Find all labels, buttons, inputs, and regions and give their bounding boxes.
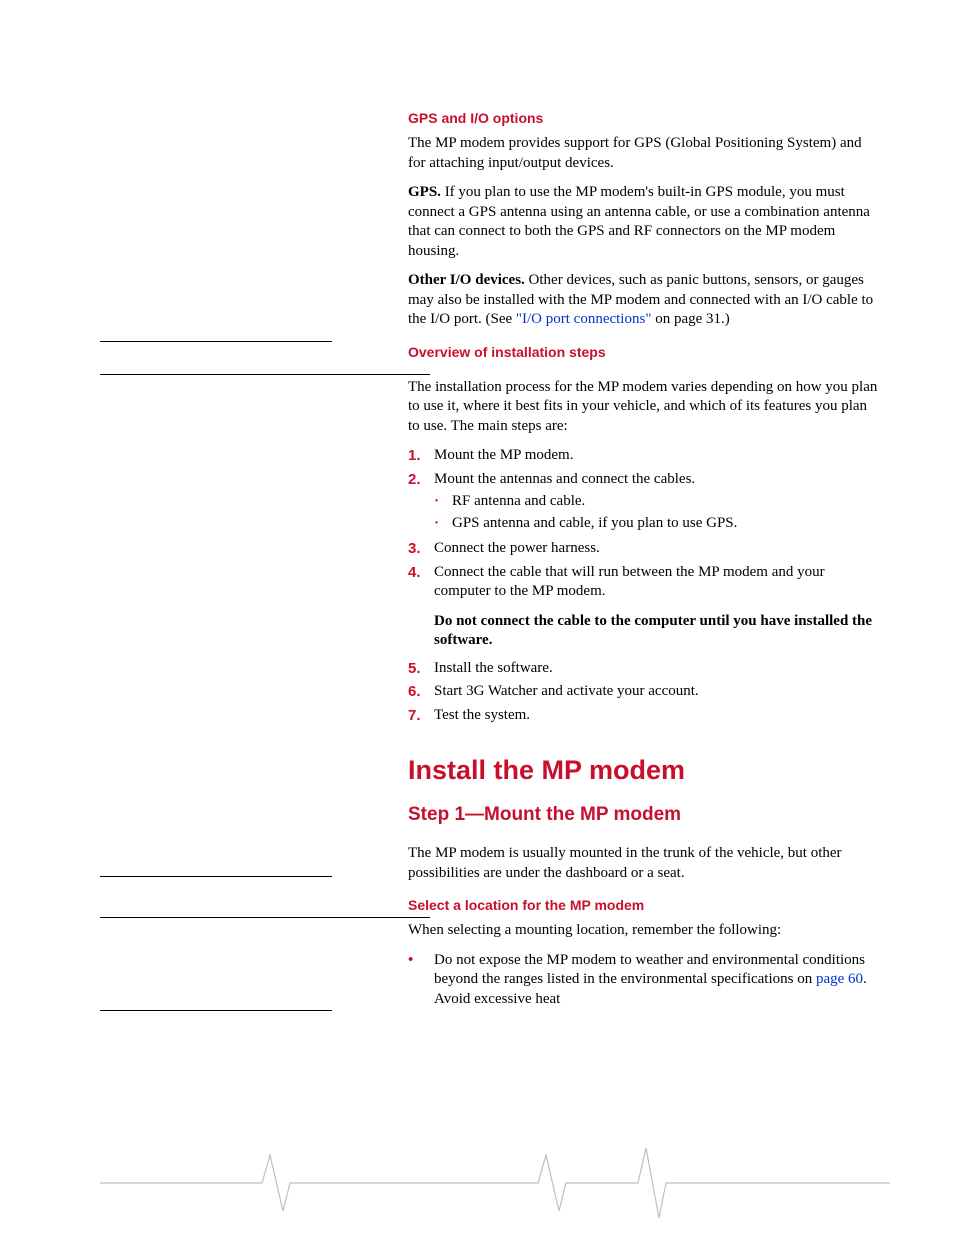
step-1: 1. Mount the MP modem. bbox=[408, 446, 880, 466]
bullet-text: Do not expose the MP modem to weather an… bbox=[434, 951, 880, 1010]
para-other-io: Other I/O devices. Other devices, such a… bbox=[408, 271, 880, 330]
step-5: 5. Install the software. bbox=[408, 659, 880, 679]
step-3: 3. Connect the power harness. bbox=[408, 539, 880, 559]
step-4: 4. Connect the cable that will run betwe… bbox=[408, 563, 880, 602]
step-text: Mount the MP modem. bbox=[434, 446, 880, 466]
substep-text: GPS antenna and cable, if you plan to us… bbox=[452, 514, 737, 534]
step-number: 3. bbox=[408, 539, 434, 559]
link-page-60[interactable]: page 60 bbox=[816, 971, 863, 987]
bullet-environmental: • Do not expose the MP modem to weather … bbox=[408, 951, 880, 1010]
step-2-sublist: ·RF antenna and cable. ·GPS antenna and … bbox=[434, 492, 880, 533]
para-mount-location: The MP modem is usually mounted in the t… bbox=[408, 844, 880, 883]
step-number: 1. bbox=[408, 446, 434, 466]
location-bullets: • Do not expose the MP modem to weather … bbox=[408, 951, 880, 1010]
step-number: 5. bbox=[408, 659, 434, 679]
bullet-text-a: Do not expose the MP modem to weather an… bbox=[434, 952, 865, 988]
substep-rf: ·RF antenna and cable. bbox=[434, 492, 880, 512]
installation-steps-list-cont: 5. Install the software. 6. Start 3G Wat… bbox=[408, 659, 880, 726]
step-2-text: Mount the antennas and connect the cable… bbox=[434, 471, 695, 487]
step-number: 7. bbox=[408, 706, 434, 726]
link-io-port-connections[interactable]: "I/O port connections" bbox=[516, 311, 652, 327]
step-text: Connect the cable that will run between … bbox=[434, 563, 880, 602]
heading-select-location: Select a location for the MP modem bbox=[408, 897, 880, 913]
text-other-io-b: on page 31.) bbox=[651, 311, 729, 327]
para-gps-detail: GPS. If you plan to use the MP modem's b… bbox=[408, 183, 880, 261]
content-column: GPS and I/O options The MP modem provide… bbox=[408, 110, 880, 1009]
para-select-location-intro: When selecting a mounting location, reme… bbox=[408, 921, 880, 941]
step-7: 7. Test the system. bbox=[408, 706, 880, 726]
step-2: 2. Mount the antennas and connect the ca… bbox=[408, 470, 880, 536]
para-gps-intro: The MP modem provides support for GPS (G… bbox=[408, 134, 880, 173]
substep-text: RF antenna and cable. bbox=[452, 492, 585, 512]
heartbeat-footer-graphic bbox=[100, 1148, 890, 1218]
heading-install-mp-modem: Install the MP modem bbox=[408, 755, 880, 786]
heading-overview-installation: Overview of installation steps bbox=[408, 344, 880, 360]
step-number: 4. bbox=[408, 563, 434, 602]
text-gps-detail: If you plan to use the MP modem's built-… bbox=[408, 184, 870, 259]
step-text: Mount the antennas and connect the cable… bbox=[434, 470, 880, 536]
installation-steps-list: 1. Mount the MP modem. 2. Mount the ante… bbox=[408, 446, 880, 602]
step-text: Test the system. bbox=[434, 706, 880, 726]
bullet-dot: · bbox=[434, 492, 452, 512]
bullet-dot: · bbox=[434, 514, 452, 534]
step-text: Start 3G Watcher and activate your accou… bbox=[434, 682, 880, 702]
step-text: Install the software. bbox=[434, 659, 880, 679]
warning-do-not-connect: Do not connect the cable to the computer… bbox=[434, 612, 880, 651]
para-installation-intro: The installation process for the MP mode… bbox=[408, 378, 880, 437]
substep-gps: ·GPS antenna and cable, if you plan to u… bbox=[434, 514, 880, 534]
heading-step-1-mount: Step 1—Mount the MP modem bbox=[408, 804, 880, 826]
heading-gps-io-options: GPS and I/O options bbox=[408, 110, 880, 126]
step-6: 6. Start 3G Watcher and activate your ac… bbox=[408, 682, 880, 702]
bullet-dot: • bbox=[408, 951, 434, 1010]
step-text: Connect the power harness. bbox=[434, 539, 880, 559]
label-other-io: Other I/O devices. bbox=[408, 272, 525, 288]
label-gps: GPS. bbox=[408, 184, 441, 200]
step-number: 2. bbox=[408, 470, 434, 536]
page-container: GPS and I/O options The MP modem provide… bbox=[100, 110, 890, 1019]
step-number: 6. bbox=[408, 682, 434, 702]
